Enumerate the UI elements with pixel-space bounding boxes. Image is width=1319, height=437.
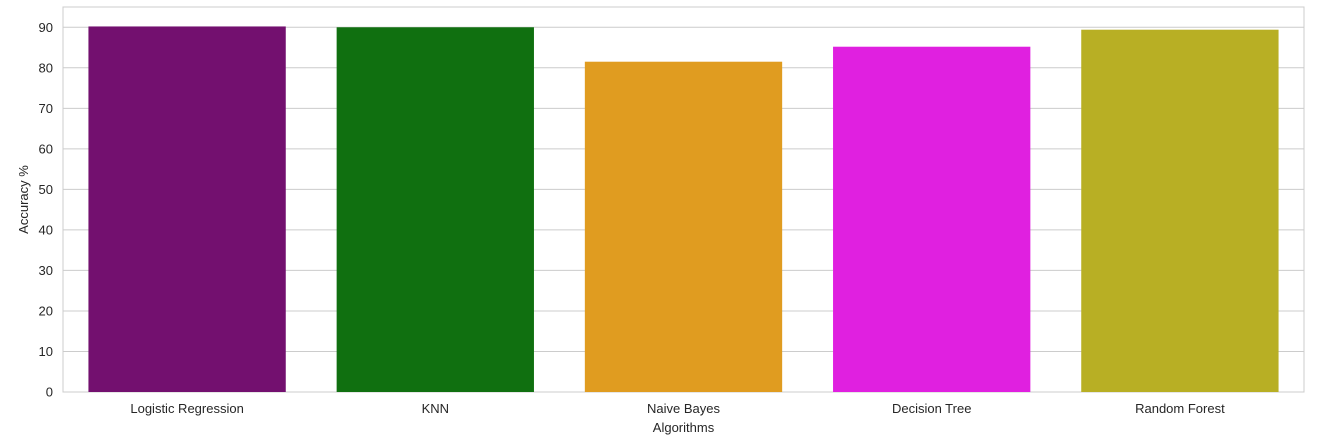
y-axis-label: Accuracy %	[16, 165, 31, 234]
bars	[88, 26, 1279, 393]
x-tick-label: Naive Bayes	[647, 401, 720, 416]
bar-naive-bayes	[584, 61, 783, 393]
y-tick-labels: 0 10 20 30 40 50 60 70 80 90	[39, 20, 53, 400]
y-tick-label: 40	[39, 222, 53, 237]
x-tick-label: KNN	[422, 401, 449, 416]
y-tick-label: 20	[39, 303, 53, 318]
y-tick-label: 0	[46, 385, 53, 400]
x-tick-label: Random Forest	[1135, 401, 1225, 416]
x-tick-label: Decision Tree	[892, 401, 971, 416]
y-tick-label: 30	[39, 263, 53, 278]
y-tick-label: 50	[39, 182, 53, 197]
y-tick-label: 90	[39, 20, 53, 35]
bar-logistic-regression	[88, 26, 286, 392]
y-tick-label: 10	[39, 344, 53, 359]
bar-knn	[336, 27, 534, 393]
x-tick-labels: Logistic Regression KNN Naive Bayes Decisio…	[130, 401, 1225, 416]
x-tick-label: Logistic Regression	[130, 401, 243, 416]
y-tick-label: 80	[39, 60, 53, 75]
y-tick-label: 60	[39, 141, 53, 156]
bar-decision-tree	[833, 46, 1031, 392]
y-tick-label: 70	[39, 101, 53, 116]
x-axis-label: Algorithms	[653, 420, 715, 435]
bar-random-forest	[1081, 29, 1279, 393]
